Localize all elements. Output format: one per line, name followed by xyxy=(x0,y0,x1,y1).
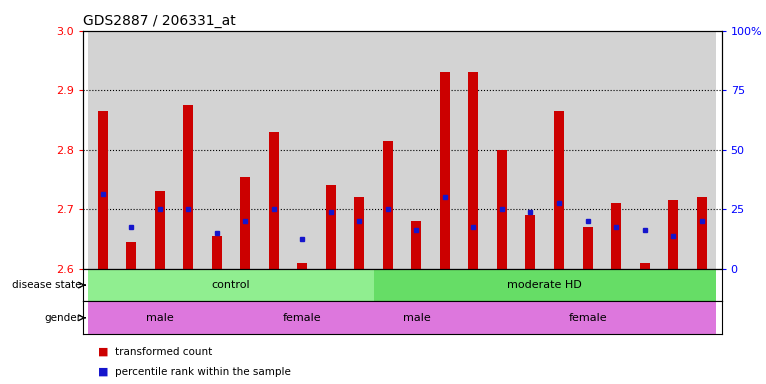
Bar xyxy=(297,263,307,269)
Bar xyxy=(640,263,650,269)
Bar xyxy=(146,31,174,269)
Bar xyxy=(202,31,231,269)
Bar xyxy=(440,72,450,269)
Bar xyxy=(231,31,260,269)
Text: moderate HD: moderate HD xyxy=(507,280,582,290)
Bar xyxy=(659,31,687,269)
Bar xyxy=(174,31,202,269)
Bar xyxy=(630,31,659,269)
Bar xyxy=(469,72,479,269)
Bar xyxy=(582,227,593,269)
Bar xyxy=(430,31,459,269)
Text: ■: ■ xyxy=(98,366,109,377)
Bar xyxy=(155,191,165,269)
Bar xyxy=(687,31,716,269)
Bar xyxy=(383,141,393,269)
Bar xyxy=(88,301,231,334)
Text: GDS2887 / 206331_at: GDS2887 / 206331_at xyxy=(83,14,235,28)
Bar xyxy=(183,105,193,269)
Bar xyxy=(288,31,316,269)
Text: ■: ■ xyxy=(98,346,109,357)
Bar xyxy=(668,200,678,269)
Bar xyxy=(411,221,421,269)
Bar xyxy=(316,31,345,269)
Bar xyxy=(402,31,430,269)
Bar xyxy=(525,215,535,269)
Bar xyxy=(545,31,573,269)
Bar xyxy=(459,31,488,269)
Text: disease state: disease state xyxy=(11,280,81,290)
Bar xyxy=(602,31,630,269)
Bar xyxy=(488,31,516,269)
Bar xyxy=(374,301,459,334)
Bar xyxy=(126,242,136,269)
Bar xyxy=(554,111,564,269)
Bar xyxy=(516,31,545,269)
Text: male: male xyxy=(403,313,430,323)
Bar xyxy=(345,31,374,269)
Text: percentile rank within the sample: percentile rank within the sample xyxy=(115,366,291,377)
Text: gender: gender xyxy=(44,313,81,323)
Text: female: female xyxy=(283,313,322,323)
Text: transformed count: transformed count xyxy=(115,346,212,357)
Text: control: control xyxy=(211,280,250,290)
Bar xyxy=(696,197,706,269)
Bar xyxy=(374,31,402,269)
Bar xyxy=(497,150,507,269)
Text: male: male xyxy=(146,313,174,323)
Text: female: female xyxy=(568,313,607,323)
Bar xyxy=(98,111,108,269)
Bar xyxy=(231,301,374,334)
Bar xyxy=(611,204,621,269)
Bar xyxy=(260,31,288,269)
Bar xyxy=(326,185,336,269)
Bar xyxy=(211,236,222,269)
Bar xyxy=(269,132,279,269)
Bar xyxy=(573,31,602,269)
Bar xyxy=(88,269,374,301)
Bar xyxy=(117,31,146,269)
Bar xyxy=(459,301,716,334)
Bar xyxy=(355,197,365,269)
Bar xyxy=(88,31,117,269)
Bar xyxy=(241,177,250,269)
Bar xyxy=(374,269,716,301)
